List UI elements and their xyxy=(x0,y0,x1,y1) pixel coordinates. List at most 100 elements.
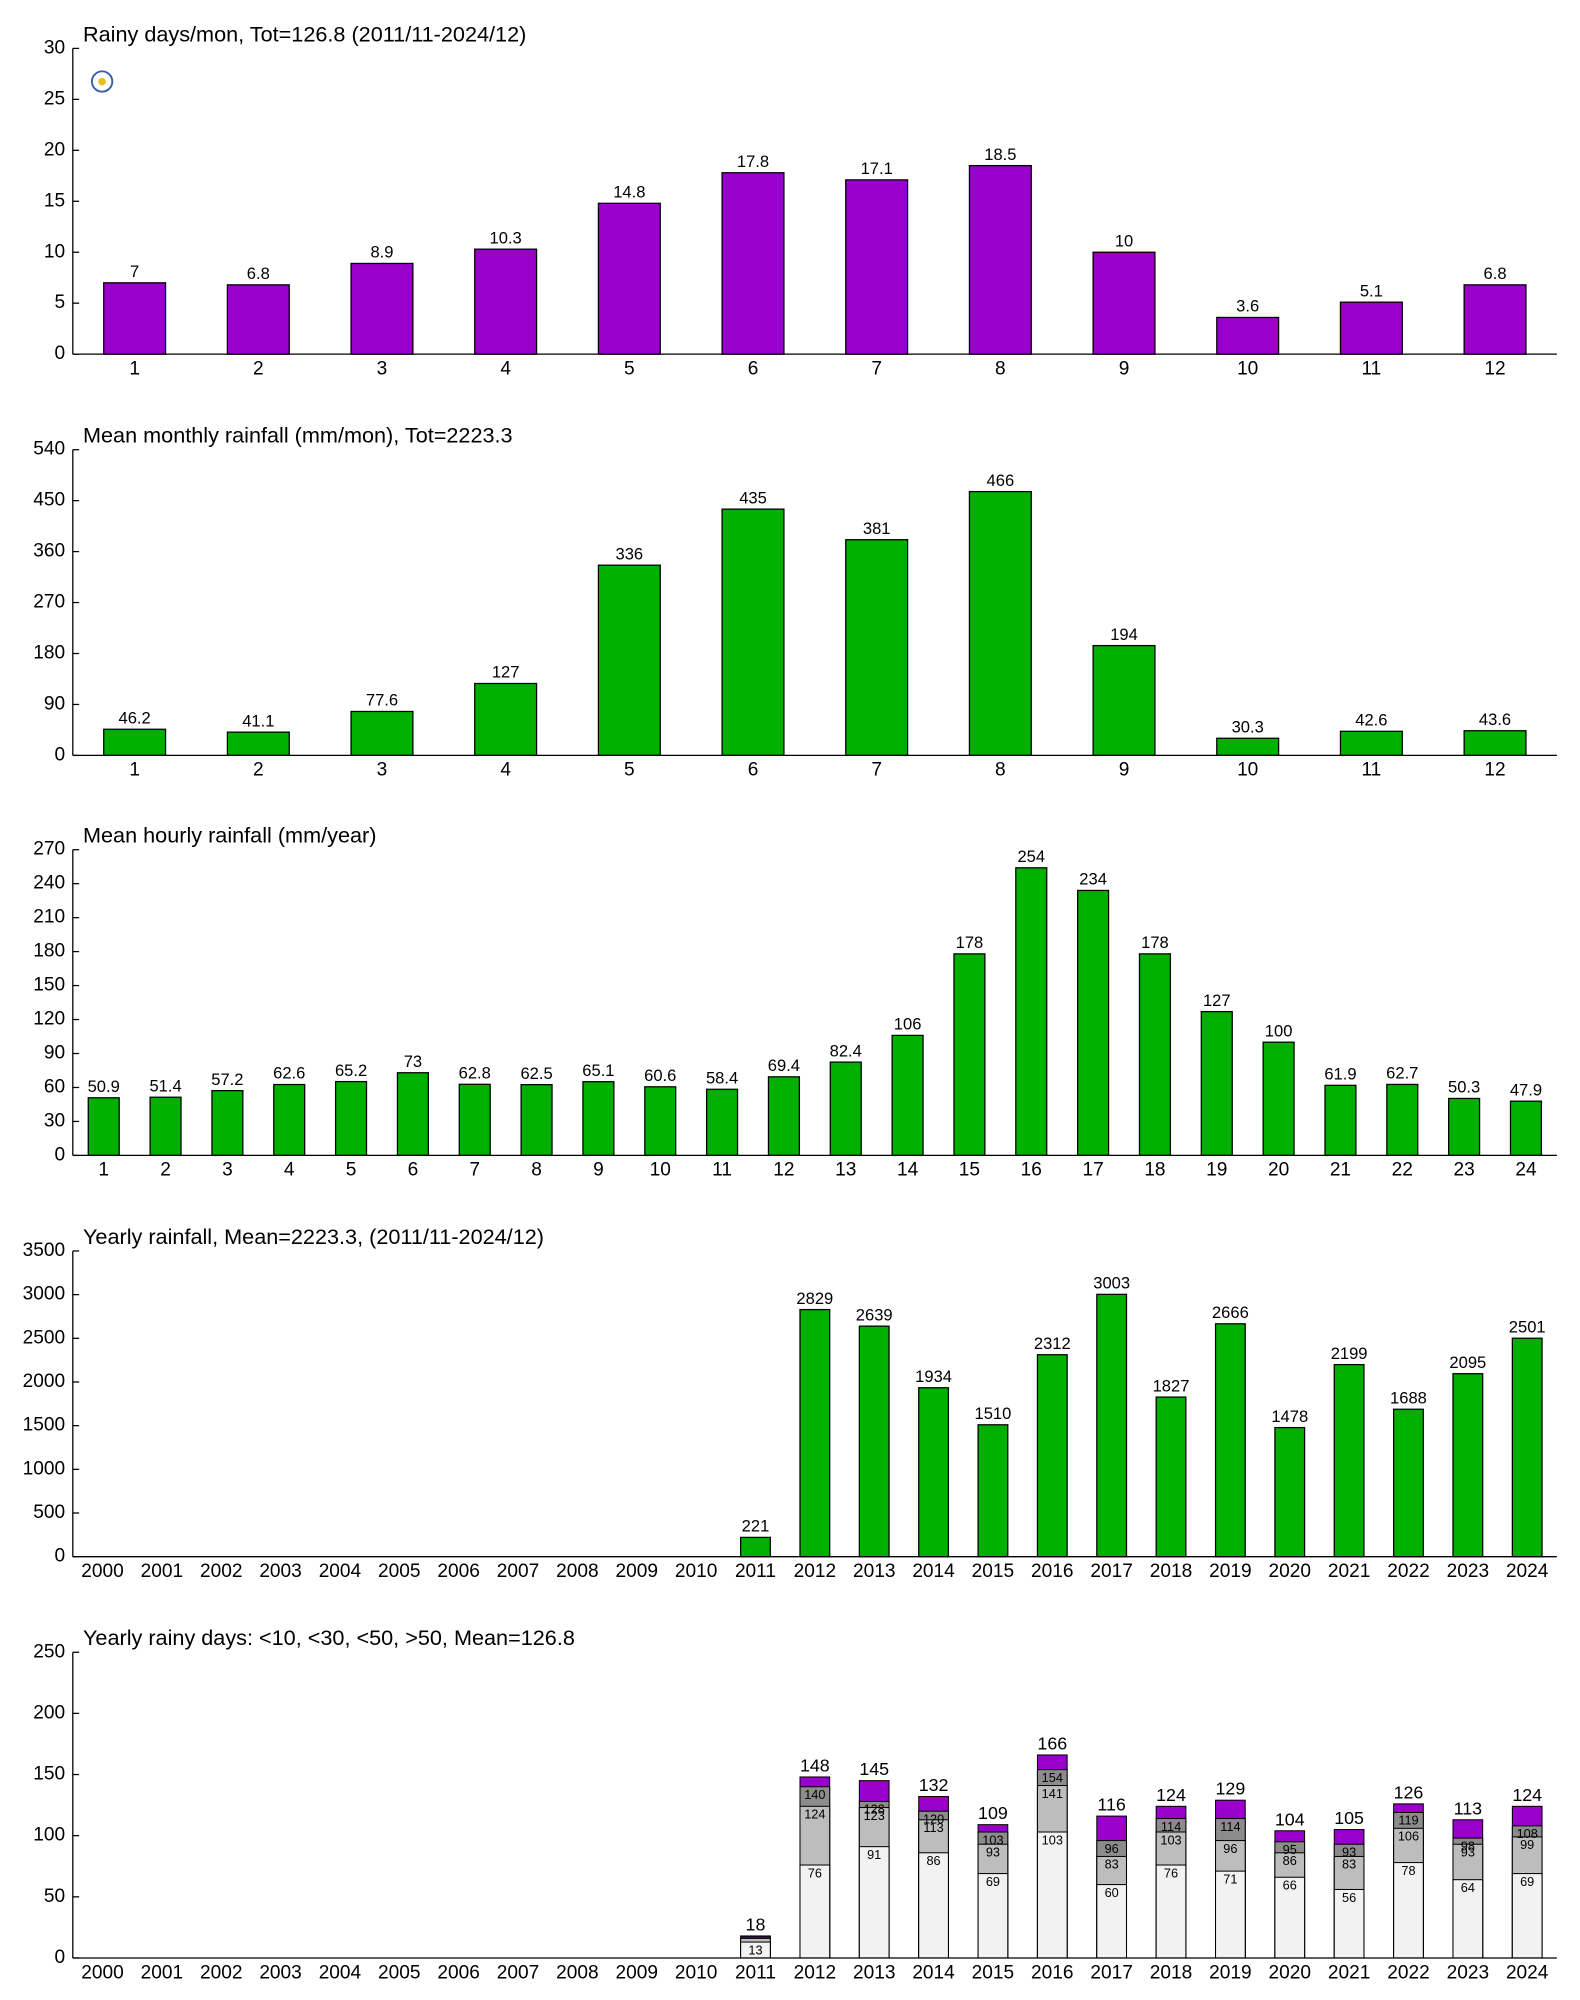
y-tick-label: 270 xyxy=(33,592,65,613)
bar-segment xyxy=(1215,1870,1246,1959)
x-tick-label: 2 xyxy=(253,760,264,781)
bar xyxy=(597,202,661,355)
segment-label: 114 xyxy=(1161,1819,1181,1834)
x-tick-label: 20 xyxy=(1268,1160,1289,1181)
bar xyxy=(226,731,290,757)
x-tick-label: 1 xyxy=(129,358,140,379)
x-tick-label: 2016 xyxy=(1031,1561,1073,1582)
bar xyxy=(644,1086,677,1157)
value-label: 3003 xyxy=(1093,1274,1130,1293)
value-label: 17.1 xyxy=(861,159,893,178)
y-tick-label: 90 xyxy=(44,694,65,715)
x-tick-label: 2022 xyxy=(1387,1561,1429,1582)
segment-label: 93 xyxy=(1342,1845,1356,1860)
x-tick-label: 11 xyxy=(1361,358,1381,379)
bar-segment xyxy=(1036,1831,1068,1959)
bar-segment xyxy=(1155,1864,1187,1959)
bar xyxy=(474,248,538,355)
value-label: 254 xyxy=(1017,847,1045,866)
y-tick-label: 210 xyxy=(33,907,65,928)
bar xyxy=(1324,1084,1357,1157)
bar-segment xyxy=(1333,1888,1365,1959)
value-label: 10 xyxy=(1115,231,1133,250)
x-tick-label: 11 xyxy=(1361,760,1381,781)
value-label: 145 xyxy=(859,1759,889,1779)
x-tick-label: 2005 xyxy=(378,1962,420,1983)
bar xyxy=(273,1083,306,1157)
x-tick-label: 2006 xyxy=(437,1561,479,1582)
segment-label: 13 xyxy=(748,1942,762,1957)
x-tick-label: 2 xyxy=(253,358,264,379)
value-label: 2312 xyxy=(1034,1334,1071,1353)
bar xyxy=(103,282,167,355)
y-tick-label: 25 xyxy=(44,88,65,109)
bar xyxy=(334,1080,368,1157)
x-tick-label: 10 xyxy=(1237,358,1258,379)
bar xyxy=(1509,1100,1543,1157)
bar xyxy=(845,179,909,355)
segment-label: 93 xyxy=(1461,1845,1475,1860)
x-tick-label: 6 xyxy=(408,1160,419,1181)
y-tick-label: 180 xyxy=(33,643,65,664)
y-tick-label: 1500 xyxy=(23,1415,65,1436)
x-tick-label: 6 xyxy=(748,358,759,379)
bar xyxy=(1092,644,1156,757)
x-tick-label: 18 xyxy=(1144,1160,1165,1181)
x-tick-label: 2016 xyxy=(1031,1962,1073,1983)
y-tick-label: 1000 xyxy=(23,1458,65,1479)
chart-title: Rainy days/mon, Tot=126.8 (2011/11-2024/… xyxy=(83,21,526,46)
y-tick-label: 180 xyxy=(33,941,65,962)
y-tick-label: 30 xyxy=(44,37,65,58)
bar xyxy=(1138,953,1172,1157)
y-tick-label: 240 xyxy=(33,873,65,894)
value-label: 2829 xyxy=(796,1289,833,1308)
y-tick-label: 100 xyxy=(33,1825,65,1846)
x-tick-label: 12 xyxy=(1484,760,1505,781)
bar xyxy=(1077,889,1110,1157)
x-tick-label: 6 xyxy=(748,760,759,781)
bar xyxy=(1463,284,1527,355)
y-tick-label: 0 xyxy=(55,1144,66,1165)
y-tick-label: 270 xyxy=(33,839,65,860)
x-tick-label: 21 xyxy=(1330,1160,1351,1181)
value-label: 43.6 xyxy=(1479,710,1511,729)
segment-label: 69 xyxy=(1520,1874,1534,1889)
bar xyxy=(226,284,290,355)
x-tick-label: 24 xyxy=(1515,1160,1537,1181)
value-label: 124 xyxy=(1512,1785,1542,1805)
segment-label: 103 xyxy=(982,1832,1003,1847)
x-tick-label: 12 xyxy=(1484,358,1505,379)
value-label: 50.3 xyxy=(1448,1078,1480,1097)
bar xyxy=(211,1090,244,1157)
bar xyxy=(891,1034,924,1157)
bar xyxy=(1452,1373,1484,1558)
value-label: 2666 xyxy=(1212,1303,1249,1322)
x-tick-label: 12 xyxy=(773,1160,794,1181)
y-tick-label: 15 xyxy=(44,190,65,211)
value-label: 7 xyxy=(130,262,139,281)
segment-label: 103 xyxy=(1042,1832,1063,1847)
segment-label: 103 xyxy=(1160,1832,1181,1847)
x-tick-label: 2014 xyxy=(912,1561,955,1582)
bar xyxy=(1015,867,1048,1157)
segment-label: 114 xyxy=(1220,1819,1240,1834)
bar xyxy=(458,1083,491,1157)
value-label: 73 xyxy=(404,1052,422,1071)
value-label: 127 xyxy=(1203,991,1231,1010)
segment-label: 106 xyxy=(1398,1829,1419,1844)
chart-title: Mean monthly rainfall (mm/mon), Tot=2223… xyxy=(83,423,513,448)
bar xyxy=(858,1325,890,1558)
value-label: 30.3 xyxy=(1232,717,1264,736)
bar xyxy=(1155,1396,1187,1558)
x-tick-label: 2000 xyxy=(81,1962,123,1983)
segment-label: 141 xyxy=(1042,1786,1063,1801)
y-tick-label: 150 xyxy=(33,975,65,996)
segment-label: 113 xyxy=(923,1820,943,1835)
bar-segment xyxy=(1511,1873,1543,1959)
bar-segment xyxy=(858,1846,890,1959)
value-label: 466 xyxy=(987,471,1015,490)
x-tick-label: 7 xyxy=(871,760,882,781)
chart-title: Yearly rainfall, Mean=2223.3, (2011/11-2… xyxy=(83,1224,544,1249)
value-label: 65.2 xyxy=(335,1061,367,1080)
value-label: 109 xyxy=(978,1803,1008,1823)
